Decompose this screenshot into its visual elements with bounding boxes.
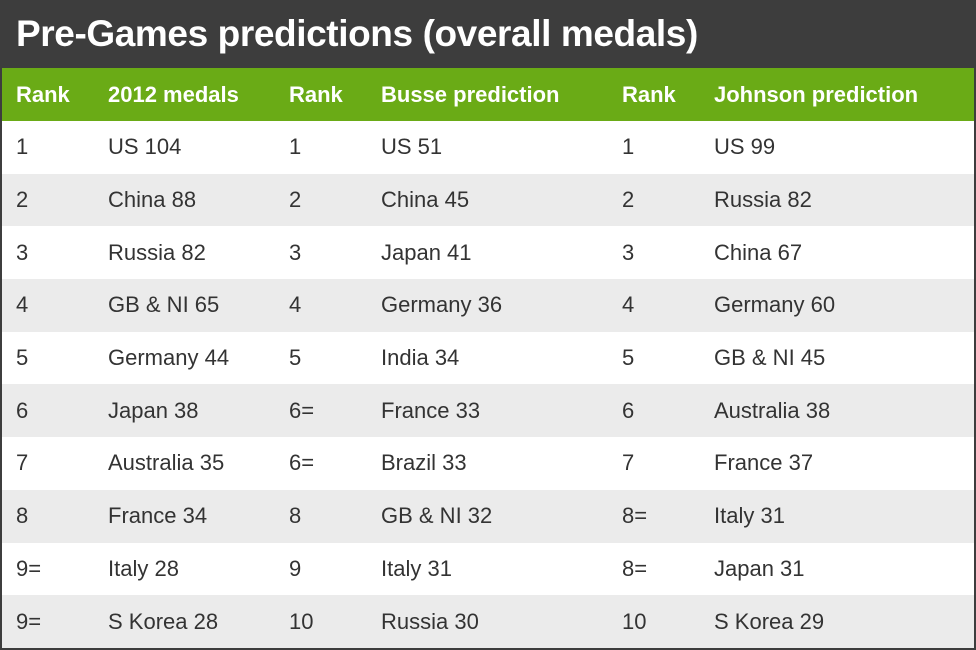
busse-prediction-cell: Brazil 33 [381, 450, 467, 476]
rank-busse-cell: 1 [289, 134, 302, 160]
rank-busse-cell: 6= [289, 450, 315, 476]
busse-prediction-cell: China 45 [381, 187, 470, 213]
table-row: 9= Italy 28 9 Italy 31 8= Japan 31 [2, 542, 974, 596]
table-row: 1 US 104 1 US 51 1 US 99 [2, 121, 974, 174]
table-row: 4 GB & NI 65 4 Germany 36 4 Germany 60 [2, 279, 974, 332]
table-row: 2 China 88 2 China 45 2 Russia 82 [2, 173, 974, 227]
rank-johnson-cell: 5 [622, 345, 635, 371]
johnson-prediction-cell: France 37 [714, 450, 814, 476]
rank-2012-cell: 9= [16, 555, 42, 581]
johnson-prediction-cell: Germany 60 [714, 292, 836, 318]
header-johnson-prediction: Johnson prediction [714, 81, 919, 107]
medals-2012-cell: Italy 28 [108, 555, 179, 581]
busse-prediction-cell: India 34 [381, 345, 460, 371]
busse-prediction-cell: Italy 31 [381, 555, 452, 581]
predictions-table: Rank 2012 medals Rank Busse prediction R… [2, 68, 974, 648]
johnson-prediction-cell: Italy 31 [714, 503, 785, 529]
medals-2012-cell: France 34 [108, 503, 208, 529]
busse-prediction-cell: France 33 [381, 397, 481, 423]
rank-busse-cell: 6= [289, 397, 315, 423]
busse-prediction-cell: Russia 30 [381, 608, 479, 634]
table-body: 1 US 104 1 US 51 1 US 99 2 China 88 2 China 45 2 Ru… [2, 121, 974, 648]
table-row: 3 Russia 82 3 Japan 41 3 China 67 [2, 226, 974, 280]
rank-johnson-cell: 3 [622, 239, 635, 265]
rank-2012-cell: 6 [16, 397, 29, 423]
table-row: 6 Japan 38 6= France 33 6 Australia 38 [2, 384, 974, 438]
rank-johnson-cell: 8= [622, 555, 648, 581]
rank-johnson-cell: 4 [622, 292, 635, 318]
rank-busse-cell: 9 [289, 555, 302, 581]
rank-busse-cell: 10 [289, 608, 314, 634]
busse-prediction-cell: US 51 [381, 134, 443, 160]
rank-johnson-cell: 8= [622, 503, 648, 529]
medals-2012-cell: Germany 44 [108, 345, 230, 371]
busse-prediction-cell: Japan 41 [381, 239, 472, 265]
rank-2012-cell: 8 [16, 503, 29, 529]
header-row: Rank 2012 medals Rank Busse prediction R… [2, 68, 974, 121]
rank-johnson-cell: 10 [622, 608, 647, 634]
rank-2012-cell: 3 [16, 239, 29, 265]
rank-johnson-cell: 1 [622, 134, 635, 160]
busse-prediction-cell: GB & NI 32 [381, 503, 493, 529]
johnson-prediction-cell: S Korea 29 [714, 608, 825, 634]
rank-2012-cell: 5 [16, 345, 29, 371]
table-row: 5 Germany 44 5 India 34 5 GB & NI 45 [2, 331, 974, 385]
table-title: Pre-Games predictions (overall medals) [2, 0, 974, 68]
medals-2012-cell: Japan 38 [108, 397, 199, 423]
busse-prediction-cell: Germany 36 [381, 292, 503, 318]
table-row: 9= S Korea 28 10 Russia 30 10 S Korea 29 [2, 595, 974, 648]
johnson-prediction-cell: Australia 38 [714, 397, 831, 423]
rank-johnson-cell: 2 [622, 187, 635, 213]
medals-2012-cell: China 88 [108, 187, 197, 213]
rank-busse-cell: 3 [289, 239, 302, 265]
rank-busse-cell: 4 [289, 292, 302, 318]
table-row: 8 France 34 8 GB & NI 32 8= Italy 31 [2, 489, 974, 543]
johnson-prediction-cell: Japan 31 [714, 555, 805, 581]
rank-2012-cell: 7 [16, 450, 29, 476]
johnson-prediction-cell: Russia 82 [714, 187, 812, 213]
header-busse-prediction: Busse prediction [381, 81, 560, 107]
johnson-prediction-cell: China 67 [714, 239, 803, 265]
header-rank-johnson: Rank [622, 81, 676, 107]
rank-2012-cell: 1 [16, 134, 29, 160]
rank-2012-cell: 2 [16, 187, 29, 213]
rank-2012-cell: 9= [16, 608, 42, 634]
rank-busse-cell: 5 [289, 345, 302, 371]
medals-2012-cell: US 104 [108, 134, 182, 160]
medals-2012-cell: Australia 35 [108, 450, 225, 476]
medals-2012-cell: Russia 82 [108, 239, 206, 265]
johnson-prediction-cell: GB & NI 45 [714, 345, 826, 371]
rank-johnson-cell: 7 [622, 450, 635, 476]
header-rank-busse: Rank [289, 81, 343, 107]
rank-busse-cell: 8 [289, 503, 302, 529]
rank-busse-cell: 2 [289, 187, 302, 213]
medals-2012-cell: GB & NI 65 [108, 292, 220, 318]
johnson-prediction-cell: US 99 [714, 134, 776, 160]
rank-2012-cell: 4 [16, 292, 29, 318]
header-2012-medals: 2012 medals [108, 81, 239, 107]
table-row: 7 Australia 35 6= Brazil 33 7 France 37 [2, 437, 974, 490]
header-rank-2012: Rank [16, 81, 70, 107]
medals-2012-cell: S Korea 28 [108, 608, 219, 634]
rank-johnson-cell: 6 [622, 397, 635, 423]
